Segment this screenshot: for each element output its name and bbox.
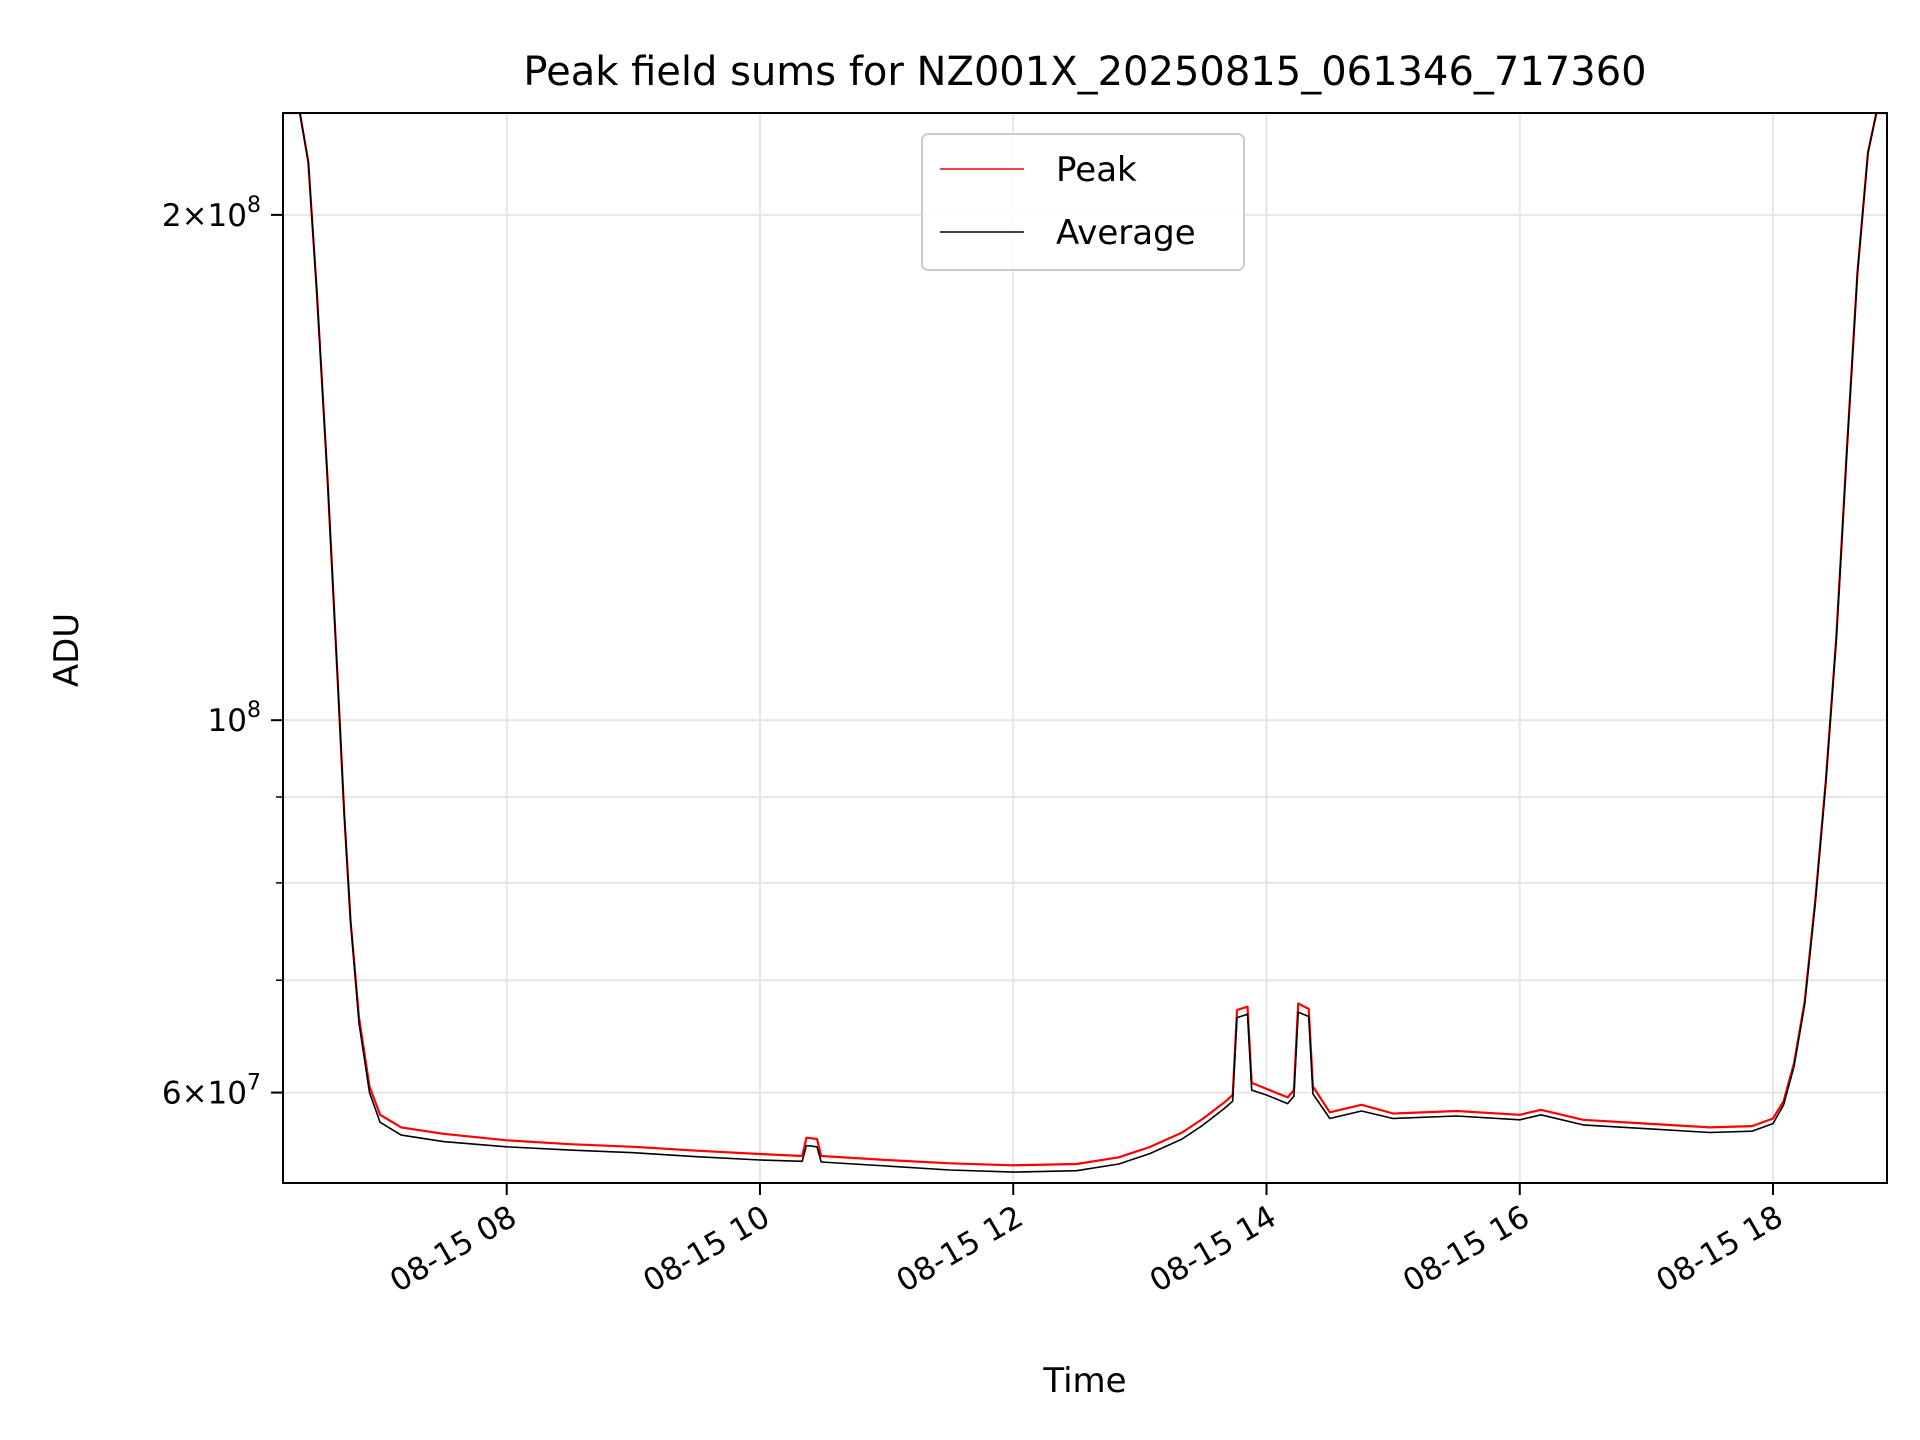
- legend-label-peak: Peak: [1056, 150, 1137, 190]
- chart-title: Peak field sums for NZ001X_20250815_0613…: [523, 49, 1646, 95]
- legend: Peak Average: [921, 133, 1245, 271]
- legend-box: [921, 133, 1245, 271]
- y-tick-label: 6×107: [162, 1071, 261, 1112]
- plot-frame: [282, 112, 1888, 1184]
- y-axis-label: ADU: [47, 613, 87, 687]
- y-tick-label: 2×108: [162, 193, 261, 234]
- series-line-average: [283, 113, 1887, 1173]
- y-axis-ticks: 6×107 108 2×108: [162, 193, 283, 1112]
- legend-label-average: Average: [1056, 213, 1196, 253]
- x-axis-label: Time: [1042, 1361, 1126, 1401]
- y-tick-label: 108: [208, 698, 261, 739]
- plot-area: [283, 113, 1887, 1173]
- grid-lines: [283, 113, 1887, 1183]
- series-lines: [283, 113, 1887, 1173]
